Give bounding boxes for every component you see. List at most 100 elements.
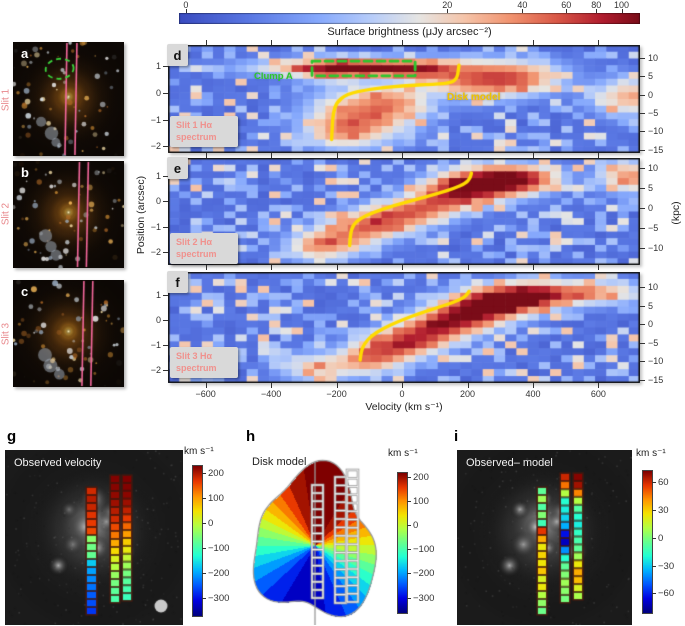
tick-mark: [163, 320, 168, 321]
panel-letter-c: c: [21, 284, 29, 299]
tick-label: −1: [150, 114, 161, 125]
tick-mark: [336, 153, 338, 158]
tick-mark: [652, 509, 656, 511]
tick-label: 100: [413, 495, 429, 507]
residual-velocity-map: [457, 450, 632, 625]
panel-letter-i: i: [454, 428, 459, 445]
tick-mark: [163, 345, 168, 346]
tick-label: 20: [442, 0, 453, 10]
tick-mark: [640, 149, 645, 151]
tick-label: 80: [591, 0, 602, 10]
tick-mark: [271, 265, 273, 270]
tick-label: 1: [155, 170, 161, 181]
tick-label: 600: [590, 389, 606, 399]
tick-label: 60: [561, 0, 572, 10]
tick-mark: [407, 525, 411, 527]
tick-mark: [163, 201, 168, 203]
tick-label: 40: [517, 0, 528, 10]
pv-heatmap-slit3: [168, 272, 640, 383]
tick-mark: [566, 9, 568, 13]
tick-label: 0: [208, 518, 214, 529]
tick-mark: [447, 9, 449, 13]
tick-label: 0: [648, 318, 654, 329]
pv-heatmap-slit2: [168, 158, 640, 265]
tick-mark: [640, 95, 645, 96]
tick-mark: [652, 593, 656, 595]
tick-label: 10: [648, 52, 659, 63]
tick-label: 5: [648, 300, 654, 311]
tick-mark: [532, 265, 534, 270]
tick-label: 100: [614, 0, 630, 10]
tick-mark: [202, 473, 206, 474]
tick-mark: [205, 40, 207, 45]
tick-mark: [640, 247, 645, 249]
kpc-axis-label: (kpc): [670, 201, 682, 225]
tick-mark: [640, 75, 645, 77]
tick-label: 200: [459, 389, 476, 399]
tick-mark: [407, 597, 411, 599]
tick-label: 0: [648, 202, 654, 213]
tick-mark: [163, 146, 168, 148]
disk-model-annotation: Disk model: [447, 92, 501, 103]
tick-label: 0: [155, 315, 161, 325]
tick-label: 0: [155, 196, 161, 207]
tick-label: −200: [326, 389, 347, 399]
tick-mark: [532, 40, 534, 45]
tick-label: 200: [413, 471, 429, 483]
tick-label: −400: [260, 389, 282, 399]
tick-mark: [640, 131, 645, 133]
tick-label: −2: [150, 141, 161, 152]
tick-mark: [640, 167, 645, 169]
tick-mark: [202, 498, 206, 499]
tick-mark: [163, 119, 168, 121]
tick-label: −2: [150, 365, 161, 375]
tick-mark: [407, 573, 411, 575]
disk-model-map: [238, 454, 398, 625]
velocity-axis-label: Velocity (km s⁻¹): [365, 401, 443, 413]
tick-label: 60: [658, 477, 669, 489]
panel-letter-e: e: [167, 157, 188, 179]
tick-label: 10: [648, 281, 659, 292]
tick-label: −1: [150, 340, 161, 350]
colorbar-unit-i: km s⁻¹: [636, 448, 666, 459]
tick-label: 0: [399, 389, 405, 399]
tick-mark: [163, 370, 168, 371]
tick-mark: [402, 265, 404, 270]
tick-label: −10: [648, 355, 664, 366]
tick-label: 1: [155, 61, 161, 72]
clump-a-annotation: Clump A: [254, 71, 293, 82]
panel-letter-d: d: [167, 44, 188, 66]
tick-mark: [202, 548, 206, 549]
tick-label: −100: [208, 543, 230, 554]
tick-mark: [402, 40, 404, 45]
tick-label: −100: [413, 544, 435, 556]
tick-label: 0: [658, 532, 664, 544]
tick-mark: [205, 153, 207, 158]
panel-letter-h: h: [246, 428, 256, 445]
tick-mark: [205, 265, 207, 270]
slit3-side-label: Slit 3: [0, 322, 12, 346]
tick-mark: [640, 323, 645, 325]
tick-label: 400: [525, 389, 541, 399]
tick-mark: [640, 207, 645, 209]
position-axis-label: Position (arcsec): [135, 175, 147, 255]
tick-mark: [598, 40, 600, 45]
tick-mark: [652, 537, 656, 539]
tick-mark: [640, 305, 645, 307]
tick-mark: [467, 383, 469, 388]
tick-label: −1: [150, 221, 161, 232]
tick-mark: [532, 153, 534, 158]
tick-mark: [640, 57, 645, 59]
tick-mark: [407, 476, 411, 478]
panel-letter-g: g: [7, 428, 17, 445]
velocity-colorbar-g: [192, 465, 203, 617]
tick-label: −30: [658, 560, 675, 572]
galaxy-image-a: [13, 42, 124, 156]
slit2-spectrum-label: Slit 2 Hα spectrum: [170, 233, 238, 265]
disk-model-title: Disk model: [252, 456, 307, 468]
slit3-spectrum-line2: spectrum: [176, 363, 217, 374]
tick-mark: [640, 187, 645, 189]
panel-letter-b: b: [21, 165, 29, 180]
tick-mark: [598, 265, 600, 270]
tick-label: 5: [648, 70, 654, 81]
